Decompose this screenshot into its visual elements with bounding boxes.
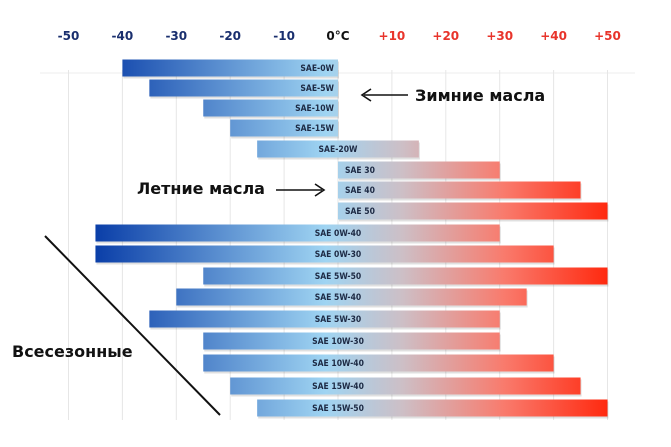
bar-group: SAE 5W-40	[176, 288, 528, 308]
bar-label: SAE-10W	[295, 104, 334, 114]
bar-group: SAE-15W	[230, 119, 339, 139]
bar	[149, 310, 500, 328]
bar-group: SAE-20W	[257, 140, 420, 160]
bar-label: SAE 5W-30	[315, 315, 362, 325]
bar	[149, 79, 338, 97]
bar-label: SAE 15W-40	[312, 382, 364, 392]
bar-label: SAE-0W	[300, 64, 334, 74]
bar	[338, 161, 500, 179]
bar-group: SAE-10W	[203, 99, 339, 119]
bar-label: SAE 10W-30	[312, 337, 364, 347]
annotation-summer: Летние масла	[137, 179, 326, 198]
bar-group: SAE 40	[338, 181, 582, 201]
bar	[203, 332, 500, 350]
annotation-winter: Зимние масла	[360, 86, 545, 105]
bar-label: SAE 40	[345, 186, 375, 196]
bar	[176, 288, 527, 306]
bar	[95, 224, 500, 242]
x-tick-label: -40	[112, 29, 134, 43]
x-tick-label: +30	[486, 29, 513, 43]
bar	[95, 245, 554, 263]
bar-group: SAE 10W-40	[203, 354, 555, 374]
bar-label: SAE 0W-30	[315, 250, 362, 260]
bar	[338, 202, 608, 220]
annotation-winter-text: Зимние масла	[415, 86, 545, 105]
bar-label: SAE 30	[345, 166, 375, 176]
bar	[338, 181, 581, 199]
bar-label: SAE-5W	[300, 84, 334, 94]
bar-group: SAE 5W-30	[149, 310, 501, 330]
bar-label: SAE 5W-40	[315, 293, 362, 303]
bar	[257, 399, 608, 417]
x-tick-label: +20	[432, 29, 459, 43]
bar-group: SAE 50	[338, 202, 609, 222]
annotation-summer-text: Летние масла	[137, 179, 265, 198]
bar	[203, 354, 554, 372]
divider-line-all-season	[44, 235, 221, 416]
bar-group: SAE 0W-40	[95, 224, 501, 244]
x-tick-label: -10	[273, 29, 295, 43]
x-tick-label: +50	[594, 29, 621, 43]
bar-group: SAE 0W-30	[95, 245, 555, 265]
bar-label: SAE-20W	[319, 145, 358, 155]
bar	[203, 99, 338, 117]
annotation-all-season-text: Всесезонные	[12, 342, 133, 361]
bar-group: SAE 10W-30	[203, 332, 501, 352]
bar-group: SAE-0W	[122, 59, 340, 79]
bars: SAE-0W SAE-5W SAE-10W SAE-15W SAE-20W SAE 30 S…	[95, 59, 609, 419]
x-tick-label: +40	[540, 29, 567, 43]
bar-group: SAE 15W-50	[257, 399, 609, 419]
bar-label: SAE 15W-50	[312, 404, 364, 414]
bar-label: SAE 0W-40	[315, 229, 362, 239]
x-tick-label: -50	[58, 29, 80, 43]
x-tick-label: -30	[165, 29, 187, 43]
bar	[122, 59, 339, 77]
bar-label: SAE 10W-40	[312, 359, 364, 369]
bar-group: SAE-5W	[149, 79, 339, 99]
arrowhead-winter	[360, 88, 372, 102]
bar-group: SAE 30	[338, 161, 501, 181]
bar-group: SAE 15W-40	[230, 377, 582, 397]
x-tick-label: 0°C	[326, 29, 349, 43]
x-tick-label: +10	[379, 29, 406, 43]
bar-label: SAE 50	[345, 207, 375, 217]
x-tick-label: -20	[219, 29, 241, 43]
bar-label: SAE 5W-50	[315, 272, 362, 282]
bar-label: SAE-15W	[295, 124, 334, 134]
bar	[230, 119, 338, 137]
bar	[257, 140, 419, 158]
bar	[203, 267, 608, 285]
bar-group: SAE 5W-50	[203, 267, 609, 287]
x-axis-ticks: -50 -40 -30 -20 -10 0°C +10 +20 +30 +40 +50	[58, 29, 621, 43]
bar	[230, 377, 581, 395]
arrowhead-summer	[314, 183, 326, 197]
annotation-all-season: Всесезонные	[12, 235, 221, 416]
